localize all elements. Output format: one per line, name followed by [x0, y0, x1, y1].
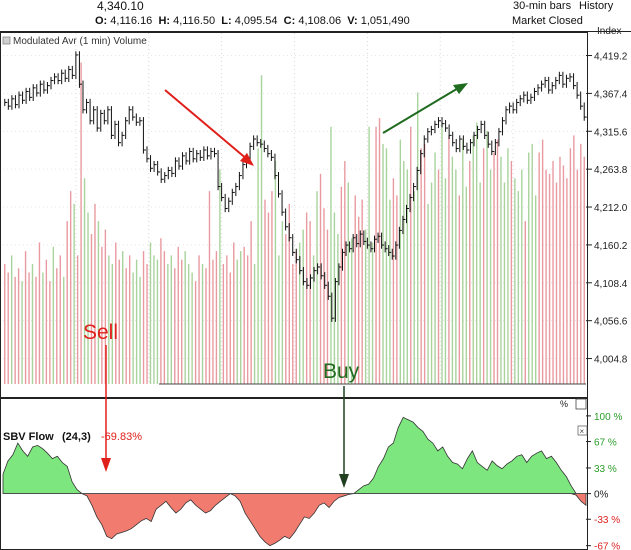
price-tick-label: 4,263.8: [594, 165, 628, 176]
low-label: L:: [221, 15, 232, 27]
flow-params: (24,3): [62, 431, 91, 443]
flow-title: SBV Flow: [3, 431, 54, 443]
price-tick-label: 4,160.2: [594, 241, 628, 252]
flow-tick-label: -67 %: [594, 542, 620, 550]
price-tick-label: 4,108.4: [594, 279, 628, 290]
volume-label: V:: [347, 15, 358, 27]
volume-value: 1,051,490: [360, 15, 410, 27]
close-icon: ×: [580, 427, 585, 436]
price-bars: [4, 51, 587, 322]
flow-close-button[interactable]: [577, 425, 588, 436]
market-status: Market Closed: [512, 15, 583, 27]
sell-label: Sell: [83, 321, 118, 344]
high-value: 4,116.50: [173, 15, 216, 27]
flow-tick-label: 33 %: [594, 464, 617, 475]
volume-bars: [4, 62, 585, 384]
price-tick-label: 4,212.0: [594, 203, 628, 214]
low-value: 4,095.54: [234, 15, 278, 27]
close-label: C:: [283, 15, 296, 27]
uptrend-arrow: [382, 86, 461, 134]
price-tick-label: 4,004.8: [594, 355, 628, 366]
high-label: H:: [158, 15, 171, 27]
open-label: O:: [95, 15, 108, 27]
last-price: 4,340.10: [97, 0, 144, 13]
flow-negative-area: [3, 493, 587, 547]
ohlc-readout: O: 4,116.16 H: 4,116.50 L: 4,095.54 C: 4…: [95, 15, 410, 27]
price-tick-label: 4,056.6: [594, 317, 628, 328]
percent-toggle[interactable]: %: [560, 399, 568, 409]
bars-label: 30-min bars: [513, 0, 572, 12]
sbv-flow-area: [2, 416, 587, 547]
flow-tick-label: 67 %: [594, 438, 617, 449]
close-value: 4,108.06: [298, 15, 342, 27]
volume-legend-swatch: [2, 36, 11, 45]
panel-resize-handle[interactable]: [575, 398, 587, 410]
price-axis: 4,419.2 4,367.4 4,315.6 4,263.8 4,212.0 4,160…: [159, 52, 628, 385]
flow-tick-label: 100 %: [594, 412, 622, 423]
flow-axis: 100 % 67 % 33 % 0% -33 % -67 %: [586, 412, 622, 550]
price-tick-label: 4,367.4: [594, 89, 628, 100]
history-link[interactable]: History: [579, 0, 614, 12]
volume-legend-label: Modulated Avr (1 min) Volume: [13, 36, 147, 47]
uptrend-arrowhead: [453, 83, 468, 94]
price-panel-frame: [0, 32, 588, 398]
price-tick-label: 4,419.2: [594, 52, 628, 63]
index-label: Index: [597, 26, 621, 37]
buy-marker-arrowhead: [339, 474, 349, 488]
downtrend-arrow: [164, 89, 249, 161]
sell-marker-arrowhead: [101, 458, 111, 472]
downtrend-arrowhead: [240, 153, 254, 166]
grid-lines: [3, 33, 586, 384]
open-value: 4,116.16: [110, 15, 153, 27]
flow-tick-label: -33 %: [594, 515, 620, 526]
flow-positive-area: [2, 416, 586, 494]
flow-tick-label: 0%: [594, 490, 609, 501]
buy-label: Buy: [323, 360, 360, 383]
flow-value: -69.83%: [101, 431, 142, 443]
price-tick-label: 4,315.6: [594, 127, 628, 138]
